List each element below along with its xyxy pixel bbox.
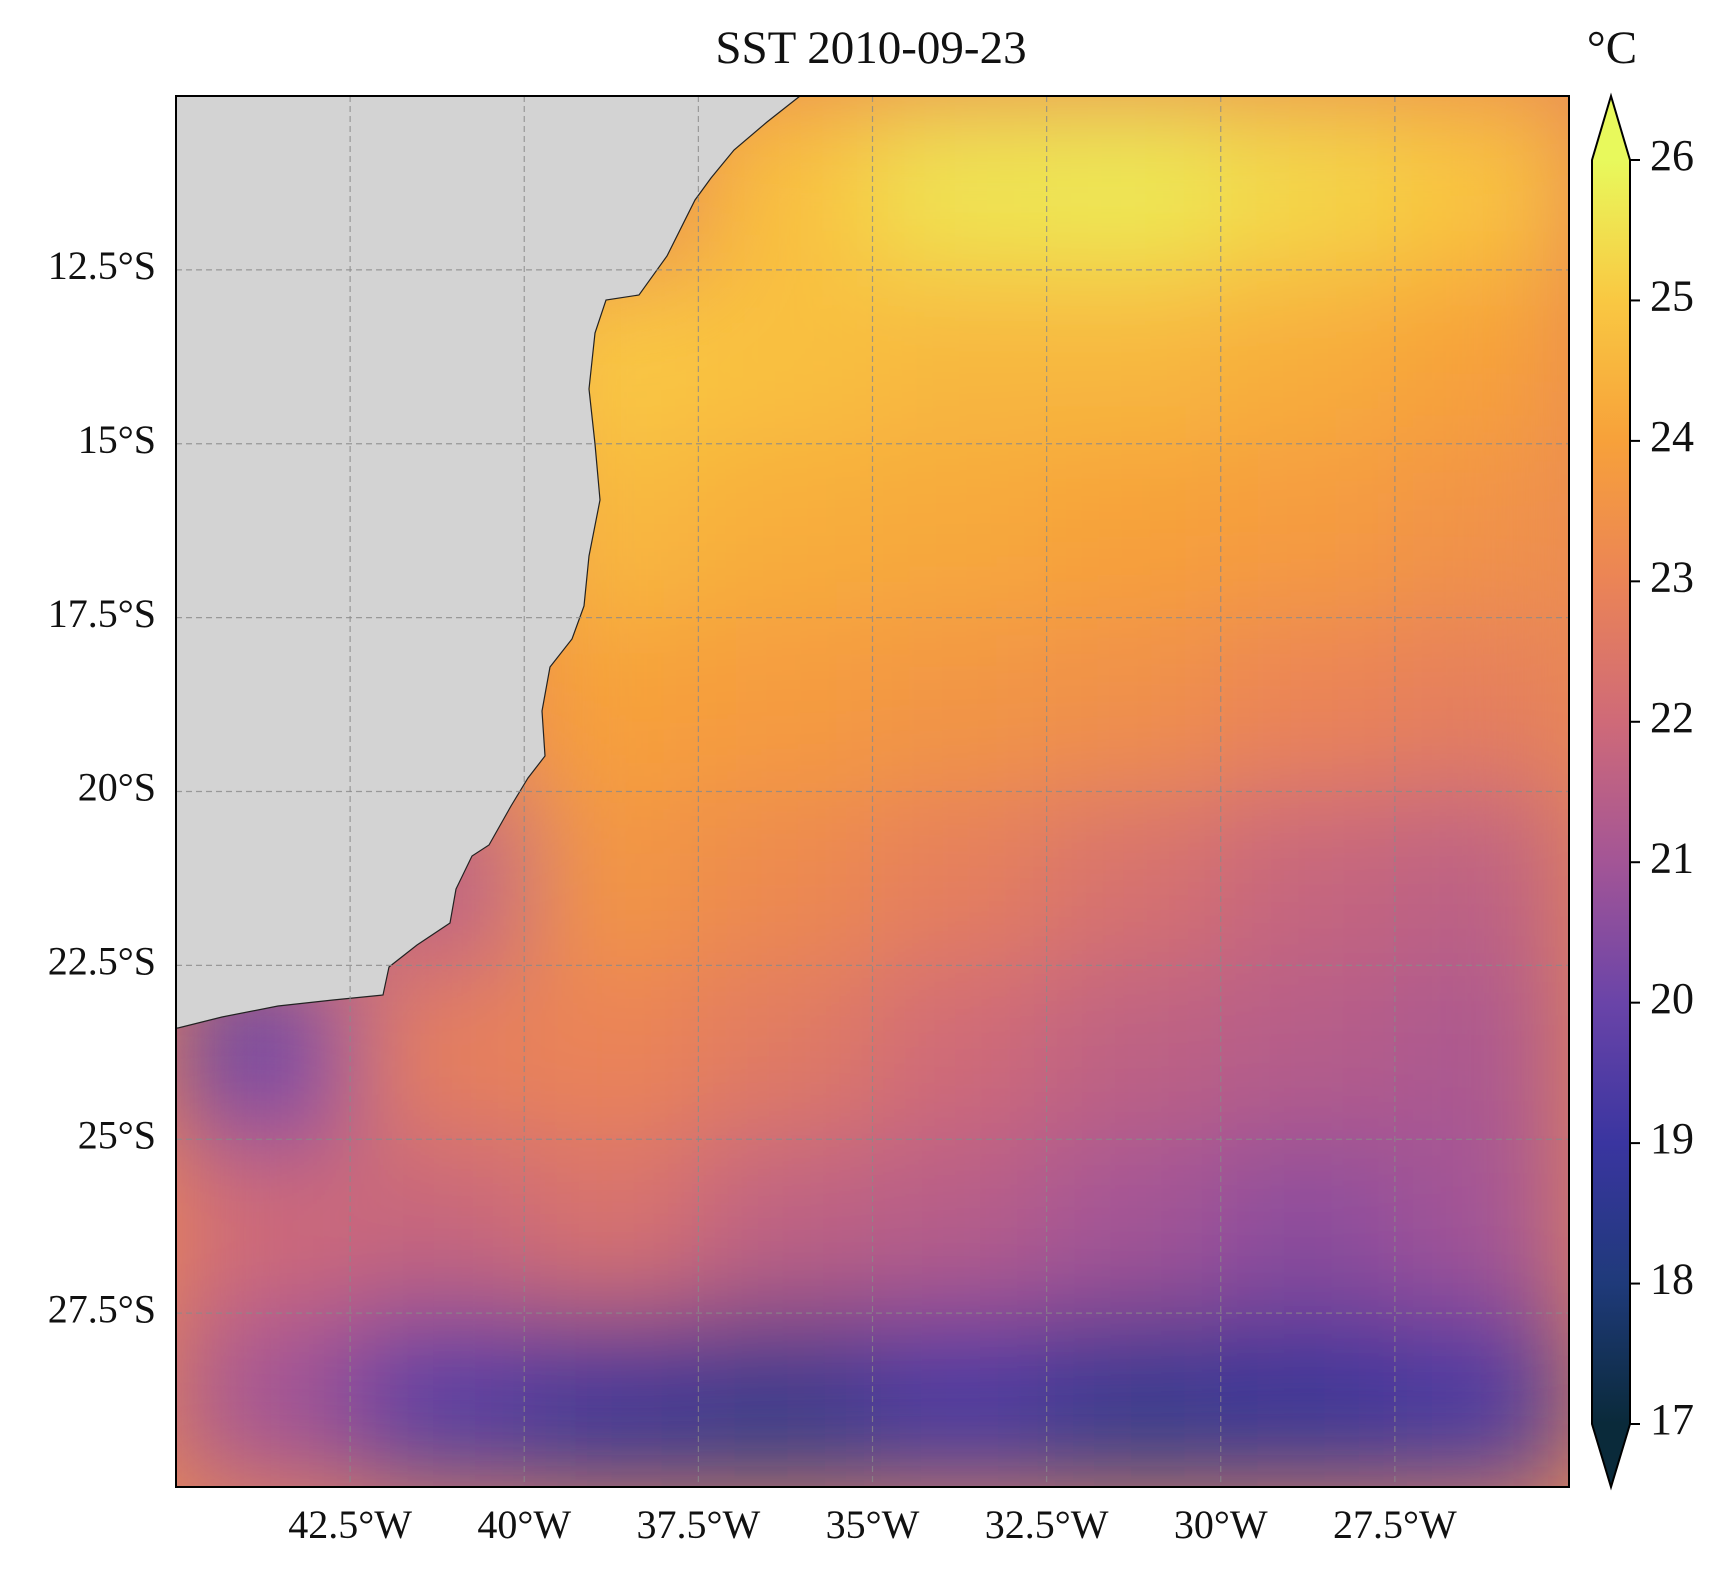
sst-cell [872, 96, 1047, 270]
sst-cell [698, 269, 873, 444]
sst-cell [698, 965, 873, 1140]
colorbar-extend-max [1592, 96, 1630, 160]
sst-cell [698, 1139, 873, 1314]
sst-cell [698, 791, 873, 966]
y-tick-label: 20°S [78, 765, 156, 810]
plot-frame [175, 95, 1570, 1488]
x-tick-label: 27.5°W [1333, 1502, 1457, 1547]
sst-cell [1046, 269, 1221, 444]
sst-cell [176, 1313, 351, 1487]
sst-cell [872, 617, 1047, 792]
colorbar-unit: °C [1587, 22, 1637, 74]
sst-cell [1220, 791, 1395, 966]
sst-cell [1220, 269, 1395, 444]
sst-cell [1220, 443, 1395, 618]
y-tick-label: 27.5°S [48, 1286, 156, 1331]
sst-cell [1046, 791, 1221, 966]
sst-cell [1394, 1139, 1569, 1314]
sst-cells [176, 96, 1569, 1487]
x-tick-label: 42.5°W [288, 1502, 412, 1547]
colorbar-body [1592, 160, 1630, 1424]
sst-cell [1220, 1139, 1395, 1314]
x-tick-label: 40°W [477, 1502, 571, 1547]
sst-cell [1220, 617, 1395, 792]
colorbar-tick-label: 23 [1650, 552, 1694, 601]
sst-cell [1220, 96, 1395, 270]
sst-cell [872, 443, 1047, 618]
colorbar-tick-label: 21 [1650, 833, 1694, 882]
colorbar-tick-label: 18 [1650, 1255, 1694, 1304]
sst-cell [1220, 965, 1395, 1140]
colorbar-tick-label: 17 [1650, 1395, 1694, 1444]
sst-cell [1394, 617, 1569, 792]
sst-cell [1046, 443, 1221, 618]
sst-cell [350, 1313, 525, 1487]
sst-cell [524, 965, 699, 1140]
sst-cell [1046, 965, 1221, 1140]
sst-cell [1394, 1313, 1569, 1487]
sst-cell [1394, 791, 1569, 966]
colorbar-extend-min [1592, 1424, 1630, 1487]
sst-cell [1046, 1139, 1221, 1314]
sst-cell [698, 443, 873, 618]
sst-cell [698, 617, 873, 792]
chart-title: SST 2010-09-23 [715, 22, 1026, 74]
x-tick-label: 35°W [826, 1502, 920, 1547]
y-tick-label: 12.5°S [48, 243, 156, 288]
y-tick-label: 22.5°S [48, 939, 156, 984]
colorbar-tick-label: 22 [1650, 693, 1694, 742]
sst-cell [1046, 617, 1221, 792]
sst-cell [872, 1139, 1047, 1314]
land [175, 95, 802, 1029]
x-tick-label: 30°W [1174, 1502, 1268, 1547]
y-tick-label: 17.5°S [48, 591, 156, 636]
y-tick-label: 25°S [78, 1112, 156, 1157]
sst-cell [524, 791, 699, 966]
colorbar-tick-label: 20 [1650, 974, 1694, 1023]
x-tick-label: 37.5°W [637, 1502, 761, 1547]
colorbar-tick-label: 19 [1650, 1114, 1694, 1163]
colorbar: 17 18 19 20 21 22 23 24 25 26 [1591, 92, 1694, 1491]
colorbar-tick-label: 24 [1650, 412, 1694, 461]
sst-cell [1220, 1313, 1395, 1487]
grid [176, 96, 1569, 1487]
sst-cell [1394, 443, 1569, 618]
sst-cell [524, 1139, 699, 1314]
sst-cell [872, 269, 1047, 444]
sst-cell [698, 1313, 873, 1487]
sst-cell [524, 1313, 699, 1487]
sst-cell [1394, 96, 1569, 270]
sst-cell [1394, 269, 1569, 444]
sst-cell [350, 1139, 525, 1314]
sst-cell [176, 1139, 351, 1314]
sst-cell [1046, 1313, 1221, 1487]
sst-cell [1046, 96, 1221, 270]
sst-cell [872, 791, 1047, 966]
sst-cell [1394, 965, 1569, 1140]
y-tick-label: 15°S [78, 417, 156, 462]
colorbar-tick-label: 26 [1650, 131, 1694, 180]
sst-cell [872, 965, 1047, 1140]
sst-cell [872, 1313, 1047, 1487]
colorbar-tick-label: 25 [1650, 272, 1694, 321]
x-tick-label: 32.5°W [985, 1502, 1109, 1547]
